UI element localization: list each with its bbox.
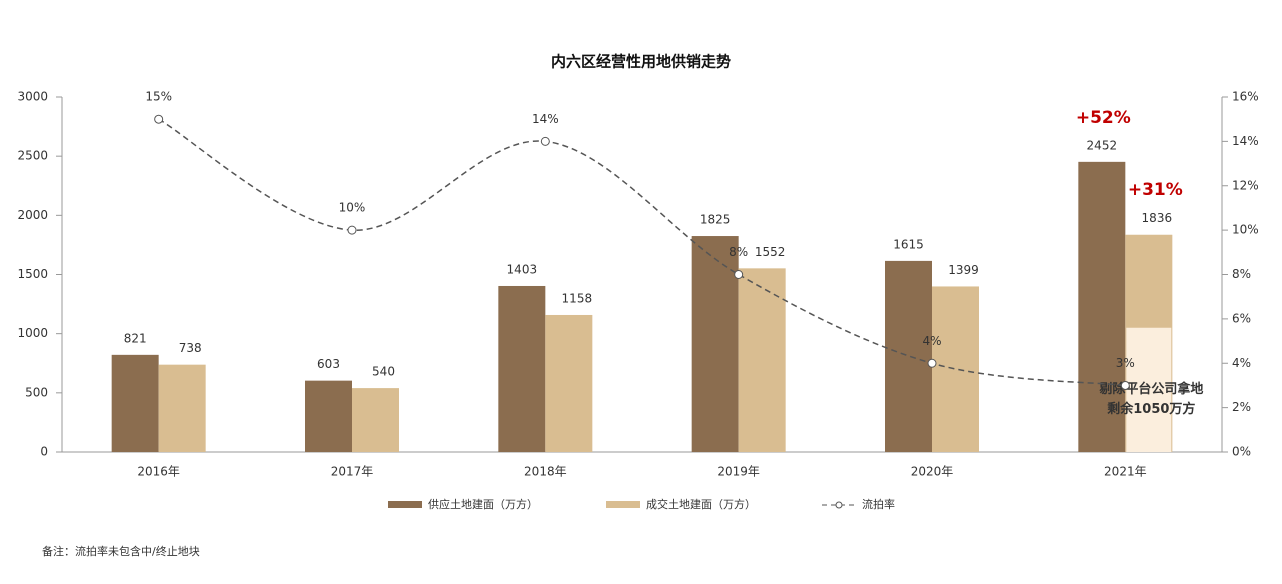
rate-marker xyxy=(927,358,937,368)
y2-tick-label: 8% xyxy=(1232,267,1251,281)
rate-marker xyxy=(347,225,357,235)
bar-value-label: 1836 xyxy=(1142,211,1173,225)
bar-value-label: 2452 xyxy=(1087,138,1118,152)
bar xyxy=(545,314,593,452)
bar-value-label: 540 xyxy=(372,365,395,379)
bar xyxy=(738,268,786,452)
x-tick-label: 2020年 xyxy=(911,465,954,479)
bar xyxy=(932,286,979,452)
bar xyxy=(691,236,739,452)
rate-value-label: 4% xyxy=(922,334,941,348)
rate-value-label: 3% xyxy=(1116,356,1135,370)
rate-marker xyxy=(154,114,164,124)
legend-swatch xyxy=(606,501,640,508)
x-tick-label: 2018年 xyxy=(524,465,567,479)
y2-tick-label: 16% xyxy=(1232,90,1259,104)
bar-value-label: 603 xyxy=(317,357,340,371)
y-tick-label: 3000 xyxy=(17,90,48,104)
y2-tick-label: 14% xyxy=(1232,134,1259,148)
legend-label: 成交土地建面（万方） xyxy=(646,497,756,511)
legend-label: 供应土地建面（万方） xyxy=(428,497,538,511)
y-tick-label: 0 xyxy=(40,445,48,459)
rate-marker xyxy=(540,136,550,146)
y2-tick-label: 12% xyxy=(1232,178,1259,192)
y2-tick-label: 2% xyxy=(1232,400,1251,414)
bar-value-label: 1615 xyxy=(893,237,924,251)
bar-value-label: 738 xyxy=(179,341,202,355)
chart-title: 内六区经营性用地供销走势 xyxy=(551,53,731,71)
inset-label: 剔除平台公司拿地剩余1050万方 xyxy=(1099,382,1204,417)
inset-label-box: 剔除平台公司拿地剩余1050万方 xyxy=(1099,382,1204,417)
y-tick-label: 1500 xyxy=(17,267,48,281)
bar-value-label: 821 xyxy=(124,331,147,345)
bar-value-label: 1552 xyxy=(755,245,786,259)
y2-tick-label: 4% xyxy=(1232,356,1251,370)
rate-marker xyxy=(734,270,744,279)
bar xyxy=(498,285,546,452)
bar xyxy=(305,380,352,452)
legend-swatch xyxy=(388,501,422,508)
y2-tick-label: 6% xyxy=(1232,311,1251,325)
growth-annotation: +52% xyxy=(1076,108,1131,128)
rate-value-label: 15% xyxy=(145,90,172,104)
x-tick-label: 2017年 xyxy=(331,465,374,479)
bar-value-label: 1825 xyxy=(700,213,731,227)
y-tick-label: 1000 xyxy=(17,326,48,340)
rate-marker xyxy=(1120,380,1130,390)
x-tick-label: 2021年 xyxy=(1104,465,1147,479)
rate-value-label: 14% xyxy=(532,112,559,126)
bar-value-label: 1158 xyxy=(562,291,593,305)
y-tick-label: 500 xyxy=(25,385,48,399)
y-tick-label: 2000 xyxy=(17,208,48,222)
rate-value-label: 10% xyxy=(339,201,366,215)
inset-bar xyxy=(1126,327,1172,452)
bar-value-label: 1399 xyxy=(948,263,979,277)
y-tick-label: 2500 xyxy=(17,149,48,163)
x-tick-label: 2016年 xyxy=(137,465,180,479)
bar xyxy=(1078,161,1126,452)
y2-tick-label: 10% xyxy=(1232,223,1259,237)
rate-line xyxy=(158,118,1126,387)
bar xyxy=(111,354,159,452)
bar xyxy=(352,388,399,452)
legend-marker xyxy=(835,501,843,509)
x-tick-label: 2019年 xyxy=(717,465,760,479)
bar xyxy=(158,364,206,452)
bar xyxy=(885,260,932,452)
y2-tick-label: 0% xyxy=(1232,445,1251,459)
note: 备注：流拍率未包含中/终止地块 xyxy=(42,544,200,558)
growth-annotation: +31% xyxy=(1128,180,1183,200)
bar-value-label: 1403 xyxy=(507,262,538,276)
rate-value-label: 8% xyxy=(729,245,748,259)
legend-label: 流拍率 xyxy=(862,497,895,511)
